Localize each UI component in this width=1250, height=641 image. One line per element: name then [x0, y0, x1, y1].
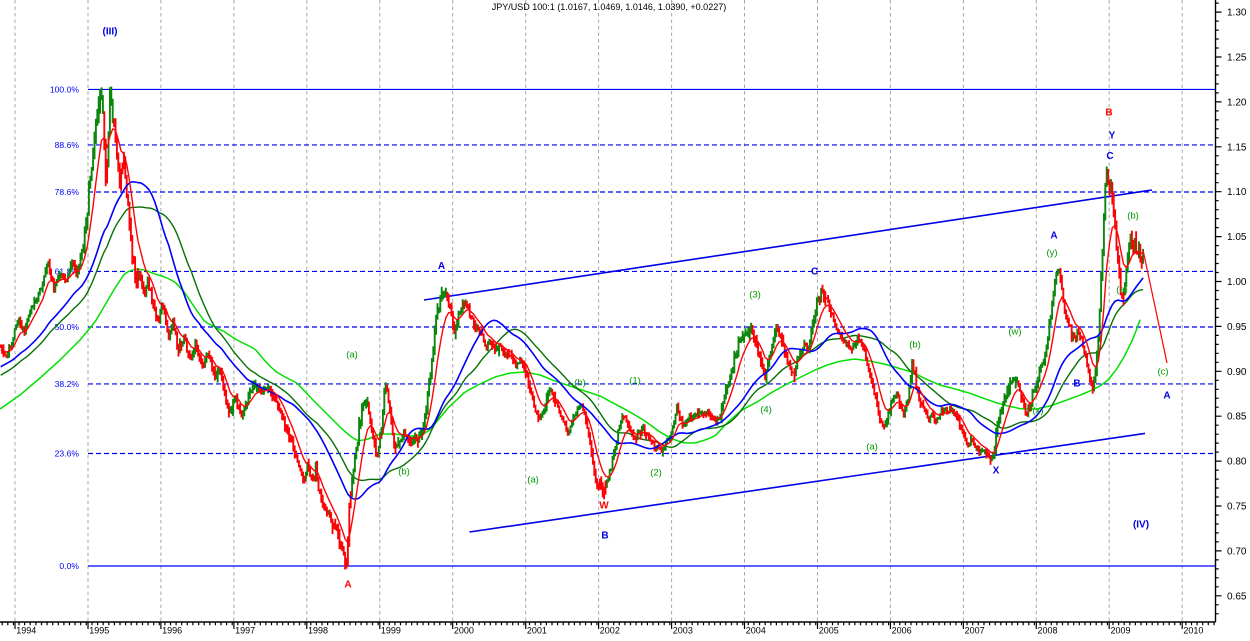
- svg-text:38.2%: 38.2%: [55, 379, 80, 389]
- svg-text:1.25: 1.25: [1227, 53, 1247, 64]
- svg-text:A: A: [344, 580, 351, 591]
- svg-text:(b): (b): [1127, 211, 1139, 222]
- svg-text:1.10: 1.10: [1227, 187, 1247, 198]
- svg-text:B: B: [601, 531, 608, 542]
- svg-text:2008: 2008: [1038, 626, 1058, 636]
- svg-text:1995: 1995: [89, 626, 109, 636]
- svg-text:2007: 2007: [965, 626, 985, 636]
- svg-text:B: B: [1105, 108, 1112, 119]
- svg-text:2005: 2005: [819, 626, 839, 636]
- svg-text:50.0%: 50.0%: [55, 322, 80, 332]
- svg-text:(a): (a): [346, 350, 358, 361]
- svg-text:88.6%: 88.6%: [55, 140, 80, 150]
- svg-text:2003: 2003: [673, 626, 693, 636]
- svg-text:A: A: [1163, 391, 1170, 402]
- svg-text:1.20: 1.20: [1227, 97, 1247, 108]
- svg-text:X: X: [993, 466, 1000, 477]
- svg-text:(III): (III): [103, 27, 118, 38]
- svg-text:(a): (a): [527, 475, 539, 486]
- svg-text:(IV): (IV): [1133, 520, 1149, 531]
- svg-text:(4): (4): [760, 405, 772, 416]
- svg-text:0.75: 0.75: [1227, 502, 1247, 513]
- svg-text:0.65: 0.65: [1227, 591, 1247, 602]
- svg-text:1996: 1996: [162, 626, 182, 636]
- svg-text:(a): (a): [866, 442, 878, 453]
- svg-text:100.0%: 100.0%: [50, 85, 80, 95]
- svg-text:2004: 2004: [746, 626, 766, 636]
- svg-text:(b): (b): [398, 467, 410, 478]
- svg-text:1998: 1998: [308, 626, 328, 636]
- svg-text:(b): (b): [574, 378, 586, 389]
- svg-text:(w): (w): [1008, 327, 1021, 338]
- svg-text:1994: 1994: [16, 626, 36, 636]
- svg-text:1.05: 1.05: [1227, 232, 1247, 243]
- svg-text:2002: 2002: [600, 626, 620, 636]
- svg-text:(2): (2): [650, 468, 662, 479]
- svg-text:1.30: 1.30: [1227, 8, 1247, 19]
- svg-text:B: B: [1073, 379, 1080, 390]
- svg-text:0.0%: 0.0%: [59, 561, 79, 571]
- svg-text:(a): (a): [1116, 285, 1128, 296]
- svg-text:A: A: [1050, 231, 1057, 242]
- svg-text:0.70: 0.70: [1227, 546, 1247, 557]
- svg-text:0.95: 0.95: [1227, 322, 1247, 333]
- svg-text:2006: 2006: [892, 626, 912, 636]
- svg-text:A: A: [438, 261, 445, 272]
- svg-text:(c): (c): [1157, 367, 1168, 378]
- svg-text:1.15: 1.15: [1227, 142, 1247, 153]
- svg-text:61.8%: 61.8%: [55, 267, 80, 277]
- svg-text:(3): (3): [749, 290, 761, 301]
- svg-text:2010: 2010: [1183, 626, 1203, 636]
- svg-text:Y: Y: [1109, 131, 1116, 142]
- svg-text:0.85: 0.85: [1227, 412, 1247, 423]
- svg-text:1997: 1997: [235, 626, 255, 636]
- svg-text:0.80: 0.80: [1227, 457, 1247, 468]
- svg-text:78.6%: 78.6%: [55, 187, 80, 197]
- svg-text:2001: 2001: [527, 626, 547, 636]
- svg-text:1999: 1999: [381, 626, 401, 636]
- svg-text:JPY/USD 100:1 (1.0167, 1.0469,: JPY/USD 100:1 (1.0167, 1.0469, 1.0146, 1…: [492, 2, 726, 12]
- svg-text:1.00: 1.00: [1227, 277, 1247, 288]
- svg-text:W: W: [599, 501, 609, 512]
- svg-text:2000: 2000: [454, 626, 474, 636]
- svg-text:(1): (1): [629, 376, 641, 387]
- svg-text:(y): (y): [1046, 248, 1057, 259]
- svg-text:23.6%: 23.6%: [55, 449, 80, 459]
- svg-text:(b): (b): [909, 340, 921, 351]
- svg-text:2009: 2009: [1111, 626, 1131, 636]
- svg-text:C: C: [1106, 151, 1113, 162]
- svg-text:0.90: 0.90: [1227, 367, 1247, 378]
- svg-text:C: C: [811, 267, 818, 278]
- svg-text:(x): (x): [1032, 406, 1043, 417]
